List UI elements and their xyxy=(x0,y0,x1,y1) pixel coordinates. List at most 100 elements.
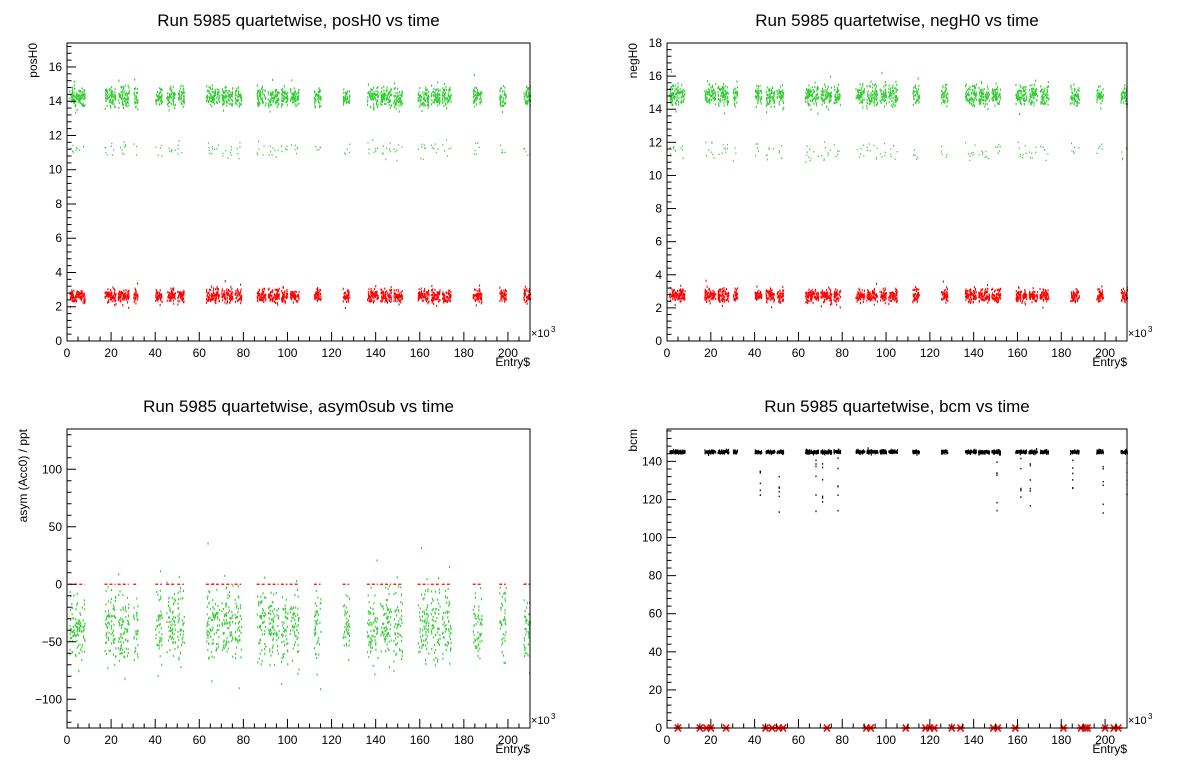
data-point xyxy=(737,287,739,290)
data-point xyxy=(294,99,296,102)
data-point xyxy=(317,292,319,295)
data-point xyxy=(231,293,233,296)
data-point xyxy=(707,93,709,96)
data-point xyxy=(734,98,736,101)
data-point xyxy=(975,91,977,94)
data-point xyxy=(394,296,396,299)
data-point xyxy=(77,295,79,298)
data-point xyxy=(859,89,861,92)
data-point xyxy=(825,95,827,98)
data-point xyxy=(720,294,722,297)
data-point xyxy=(761,95,763,99)
data-point xyxy=(1070,142,1072,145)
data-point xyxy=(431,289,433,292)
data-point xyxy=(282,295,284,298)
data-point xyxy=(831,86,833,89)
data-point xyxy=(1099,96,1101,99)
data-point xyxy=(294,91,296,94)
data-point xyxy=(826,93,828,96)
data-point xyxy=(72,296,74,299)
data-point xyxy=(890,97,892,100)
data-point xyxy=(396,94,398,97)
data-point xyxy=(711,142,713,144)
data-point xyxy=(372,139,374,141)
data-point xyxy=(226,291,228,294)
data-point xyxy=(369,96,371,99)
data-point xyxy=(975,83,977,86)
data-point xyxy=(867,90,869,93)
data-point xyxy=(875,98,877,101)
data-point xyxy=(388,103,390,107)
data-point xyxy=(218,96,220,99)
data-point xyxy=(342,96,344,99)
data-point xyxy=(223,92,225,95)
data-point xyxy=(111,292,113,296)
data-point xyxy=(80,299,82,302)
data-point xyxy=(434,289,436,292)
data-point xyxy=(879,88,881,91)
data-point xyxy=(868,93,870,97)
data-point xyxy=(169,295,171,298)
data-point xyxy=(756,92,758,95)
data-point xyxy=(1043,149,1045,151)
data-point xyxy=(105,97,107,100)
data-point xyxy=(393,82,395,85)
data-point xyxy=(286,295,288,298)
data-point xyxy=(110,292,112,295)
data-point xyxy=(182,294,184,297)
data-point xyxy=(261,297,263,300)
data-point xyxy=(222,155,224,157)
data-point xyxy=(419,293,421,296)
data-point xyxy=(426,100,428,103)
data-point xyxy=(1041,94,1043,98)
data-point xyxy=(876,156,878,159)
data-point xyxy=(277,293,279,296)
data-point xyxy=(230,93,232,96)
data-point xyxy=(1018,97,1020,101)
data-point xyxy=(270,290,272,293)
data-point xyxy=(674,102,676,105)
data-point xyxy=(889,94,891,97)
data-point xyxy=(168,92,170,96)
series-1 xyxy=(669,70,1128,163)
data-point xyxy=(72,97,74,100)
data-point xyxy=(285,292,287,295)
data-point xyxy=(895,99,897,102)
data-point xyxy=(70,100,72,104)
data-point xyxy=(479,97,481,100)
data-point xyxy=(206,299,208,302)
data-point xyxy=(400,295,402,299)
data-point xyxy=(226,288,228,291)
data-point xyxy=(733,296,735,299)
data-point xyxy=(914,90,916,93)
data-point xyxy=(160,88,162,91)
data-point xyxy=(157,291,159,294)
data-point xyxy=(382,145,384,147)
data-point xyxy=(986,97,988,100)
data-point xyxy=(181,294,183,297)
data-point xyxy=(181,103,183,106)
data-point xyxy=(121,98,123,101)
data-point xyxy=(999,92,1001,95)
data-point xyxy=(385,290,387,294)
data-point xyxy=(435,294,437,297)
data-point xyxy=(479,296,481,299)
data-point xyxy=(734,102,736,105)
data-point xyxy=(343,88,345,91)
data-point xyxy=(126,98,128,101)
data-point xyxy=(182,105,184,108)
data-point xyxy=(505,97,507,100)
data-point xyxy=(76,290,78,293)
data-point xyxy=(719,300,721,303)
data-point xyxy=(706,290,708,293)
data-point xyxy=(724,290,726,293)
data-point xyxy=(942,98,944,101)
data-point xyxy=(421,143,423,145)
data-point xyxy=(981,150,983,152)
data-point xyxy=(284,302,286,305)
data-point xyxy=(371,92,373,95)
data-point xyxy=(870,80,872,83)
data-point xyxy=(1099,93,1101,96)
data-point xyxy=(447,99,449,102)
data-point xyxy=(289,99,291,103)
